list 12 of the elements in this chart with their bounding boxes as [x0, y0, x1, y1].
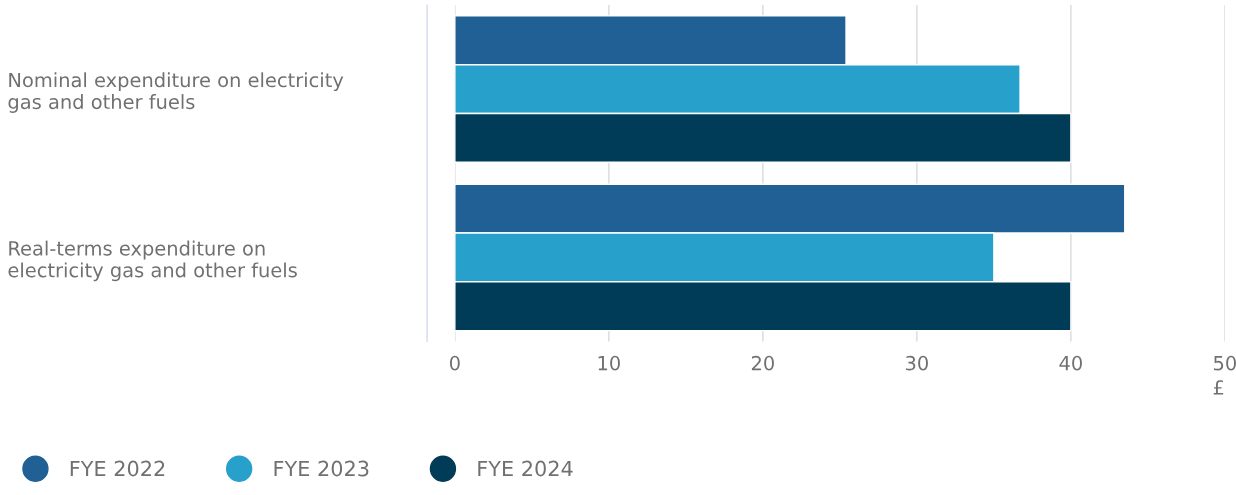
x-tick-label: 0 [449, 355, 460, 371]
legend-label: FYE 2022 [70, 460, 165, 477]
y-tick-label: Real-terms expenditure on electricity gas and other fuels [8, 240, 297, 282]
x-tick-label: 30 [905, 355, 928, 371]
x-tick-label: 40 [1059, 355, 1082, 371]
x-tick-label: 50 [1214, 355, 1236, 371]
y-tick-label: Nominal expenditure on electricity gas and other fuels [8, 72, 344, 113]
x-tick-label: 10 [598, 355, 620, 371]
legend-label: FYE 2023 [274, 460, 369, 477]
legend-label: FYE 2024 [478, 460, 573, 477]
x-tick-label: 20 [751, 355, 774, 371]
x-axis-title: £ [1213, 380, 1224, 395]
